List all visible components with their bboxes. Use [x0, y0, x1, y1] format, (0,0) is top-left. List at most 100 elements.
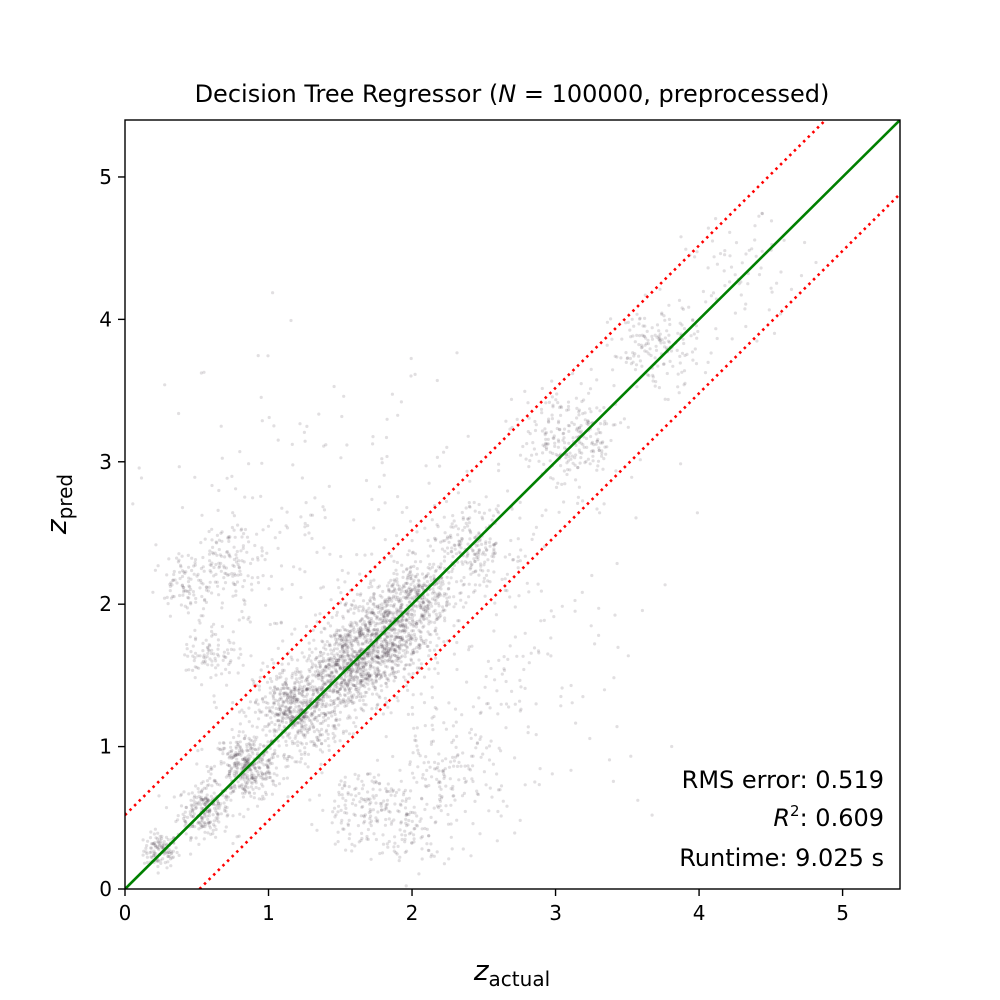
data-point — [292, 708, 296, 712]
data-point — [299, 701, 303, 705]
data-point — [345, 661, 349, 666]
data-point — [228, 769, 232, 773]
data-point — [576, 465, 580, 470]
data-point — [459, 546, 463, 550]
data-point — [367, 810, 371, 815]
data-point — [556, 401, 560, 405]
data-point — [149, 830, 153, 834]
data-point — [153, 843, 157, 847]
data-point — [452, 759, 456, 763]
data-point — [347, 785, 351, 789]
data-point — [432, 574, 436, 578]
data-point — [499, 784, 504, 788]
data-point — [376, 670, 380, 674]
data-point — [264, 792, 268, 797]
data-point — [728, 230, 732, 234]
data-point — [296, 730, 300, 734]
data-point — [231, 755, 235, 760]
data-point — [428, 640, 432, 645]
data-point — [216, 813, 220, 817]
data-point — [389, 554, 393, 558]
data-point — [346, 571, 350, 575]
data-point — [283, 712, 287, 716]
data-point — [168, 584, 172, 589]
data-point — [459, 598, 463, 602]
data-point — [237, 785, 241, 789]
data-point — [198, 654, 202, 658]
data-point — [537, 459, 541, 463]
data-point — [245, 758, 249, 762]
data-point — [293, 723, 297, 728]
data-point — [266, 769, 270, 773]
data-point — [298, 760, 302, 764]
data-point — [422, 701, 427, 705]
data-point — [399, 644, 403, 648]
data-point — [394, 591, 398, 595]
data-point — [263, 777, 267, 781]
data-point — [313, 663, 317, 667]
data-point — [268, 729, 272, 733]
data-point — [228, 741, 233, 745]
data-point — [479, 568, 483, 572]
data-point — [190, 807, 194, 811]
data-point — [307, 718, 311, 722]
data-point — [291, 710, 295, 714]
data-point — [334, 727, 338, 731]
data-point — [679, 235, 683, 239]
data-point — [273, 722, 277, 727]
data-point — [243, 756, 247, 760]
data-point — [179, 603, 183, 607]
data-point — [203, 802, 207, 806]
data-point — [280, 715, 284, 720]
data-point — [159, 858, 163, 862]
data-point — [392, 589, 396, 593]
data-point — [443, 608, 447, 612]
data-point — [380, 457, 384, 461]
data-point — [417, 646, 421, 650]
data-point — [320, 699, 324, 703]
data-point — [284, 710, 288, 714]
data-point — [242, 737, 246, 741]
data-point — [411, 672, 415, 676]
data-point — [257, 688, 261, 692]
data-point — [663, 345, 667, 349]
data-point — [453, 707, 458, 711]
data-point — [263, 725, 267, 729]
data-point — [293, 682, 297, 686]
data-point — [233, 786, 237, 790]
data-point — [217, 806, 221, 810]
data-point — [336, 653, 340, 657]
data-point — [273, 751, 277, 756]
data-point — [154, 543, 158, 547]
data-point — [319, 650, 323, 654]
data-point — [380, 851, 385, 855]
data-point — [684, 247, 688, 251]
data-point — [449, 835, 453, 839]
data-point — [744, 302, 748, 306]
data-point — [354, 724, 358, 729]
data-point — [478, 583, 482, 587]
data-point — [291, 463, 295, 467]
data-point — [405, 812, 409, 816]
data-point — [532, 447, 537, 451]
data-point — [366, 772, 370, 776]
data-point — [401, 793, 406, 797]
data-point — [157, 794, 161, 798]
data-point — [298, 422, 302, 426]
data-point — [266, 765, 270, 769]
data-point — [305, 703, 309, 707]
data-point — [598, 511, 602, 515]
data-point — [250, 724, 254, 728]
data-point — [734, 241, 739, 245]
data-point — [536, 649, 541, 653]
data-point — [212, 819, 216, 823]
data-point — [537, 783, 541, 787]
data-point — [653, 333, 657, 337]
data-point — [406, 688, 410, 693]
data-point — [193, 825, 197, 829]
data-point — [403, 837, 407, 841]
data-point — [454, 524, 458, 528]
data-point — [657, 386, 662, 390]
data-point — [538, 767, 542, 771]
data-point — [353, 606, 357, 611]
